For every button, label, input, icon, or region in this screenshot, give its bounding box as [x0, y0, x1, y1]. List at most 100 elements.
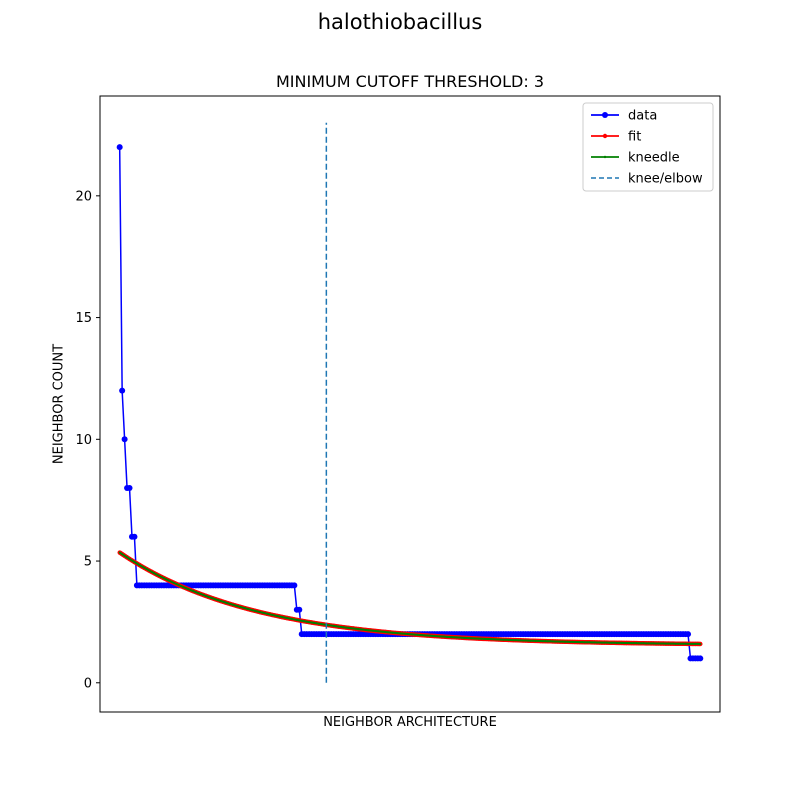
kneedle-series-point: [529, 639, 532, 642]
kneedle-series-point: [650, 642, 653, 645]
kneedle-series-point: [180, 585, 183, 588]
legend-marker: [602, 112, 608, 118]
kneedle-series-point: [544, 640, 547, 643]
kneedle-series-point: [254, 609, 256, 612]
kneedle-series-point: [258, 611, 261, 614]
kneedle-series-point: [532, 639, 535, 642]
kneedle-series-point: [694, 642, 697, 645]
kneedle-series-point: [618, 641, 621, 644]
kneedle-series-point: [190, 589, 193, 592]
kneedle-series-point: [470, 637, 473, 640]
data-series-point: [296, 606, 303, 613]
kneedle-series-point: [514, 639, 517, 642]
kneedle-series-point: [413, 633, 416, 636]
kneedle-series-point: [263, 612, 266, 615]
kneedle-series-point: [170, 580, 173, 583]
kneedle-series-point: [167, 579, 170, 582]
kneedle-series-point: [455, 636, 458, 639]
kneedle-series-point: [273, 614, 276, 617]
kneedle-series-point: [123, 554, 126, 557]
kneedle-series-point: [482, 637, 485, 640]
kneedle-series-point: [276, 614, 279, 617]
kneedle-series-point: [463, 636, 466, 639]
kneedle-series-point: [497, 638, 500, 641]
kneedle-series-point: [300, 619, 303, 622]
data-series-point: [126, 485, 133, 491]
kneedle-series-point: [236, 605, 239, 608]
kneedle-series-point: [362, 628, 365, 631]
kneedle-series-point: [281, 616, 284, 619]
kneedle-series-point: [251, 609, 254, 612]
kneedle-series-point: [290, 617, 293, 620]
kneedle-series-point: [305, 620, 308, 623]
kneedle-series-point: [143, 566, 146, 569]
kneedle-series-point: [406, 632, 409, 635]
kneedle-series-point: [524, 639, 527, 642]
legend: data fit kneedle knee/elbow: [582, 102, 714, 192]
y-tick-label: 5: [84, 555, 92, 570]
kneedle-series-point: [231, 603, 234, 606]
kneedle-series-point: [224, 601, 227, 604]
kneedle-series-point: [655, 642, 658, 645]
data-series-point: [291, 582, 298, 589]
kneedle-series-point: [374, 630, 377, 633]
kneedle-series-point: [404, 632, 407, 635]
kneedle-series-point: [468, 637, 471, 640]
kneedle-series-point: [283, 616, 286, 619]
kneedle-series-point: [507, 638, 510, 641]
kneedle-series-point: [204, 594, 207, 597]
kneedle-series-point: [682, 642, 685, 645]
kneedle-series-point: [652, 642, 655, 645]
kneedle-series-point: [559, 640, 562, 643]
kneedle-series-point: [448, 635, 451, 638]
kneedle-series-point: [379, 630, 382, 633]
kneedle-series-point: [573, 640, 576, 643]
kneedle-series-point: [401, 632, 404, 635]
kneedle-series-point: [677, 642, 680, 645]
kneedle-series-point: [421, 634, 424, 637]
kneedle-series-point: [394, 631, 397, 634]
kneedle-series-point: [431, 634, 434, 637]
kneedle-series-point: [261, 611, 264, 614]
kneedle-series-point: [416, 633, 419, 636]
y-tick-label: 20: [75, 189, 92, 204]
kneedle-series-point: [133, 561, 136, 564]
kneedle-series-point: [138, 563, 141, 566]
kneedle-series-point: [672, 642, 675, 645]
kneedle-series-point: [369, 629, 372, 632]
kneedle-series-point: [485, 637, 488, 640]
data-series-point: [116, 144, 123, 151]
kneedle-series-point: [335, 625, 338, 628]
kneedle-series-point: [684, 642, 687, 645]
kneedle-series-point: [182, 586, 185, 589]
series-layer: [116, 122, 704, 683]
kneedle-series-point: [605, 641, 608, 644]
kneedle-series-point: [561, 640, 564, 643]
legend-marker: [602, 133, 608, 139]
kneedle-series-point: [310, 621, 313, 624]
kneedle-series-point: [214, 598, 217, 601]
kneedle-series-point: [519, 639, 522, 642]
kneedle-series-point: [212, 597, 215, 600]
data-series-line: [118, 147, 701, 660]
kneedle-series-point: [443, 635, 446, 638]
data-series-point: [697, 655, 704, 662]
kneedle-series-point: [662, 642, 665, 645]
kneedle-series-point: [436, 635, 439, 638]
kneedle-series-point: [327, 624, 330, 627]
kneedle-series-point: [637, 642, 640, 645]
kneedle-series-point: [135, 562, 138, 565]
kneedle-series-point: [268, 613, 271, 616]
kneedle-series-point: [202, 593, 205, 596]
legend-box: [582, 102, 714, 192]
kneedle-series-point: [349, 627, 352, 630]
figure-title: halothiobacillus: [317, 10, 483, 34]
kneedle-series-point: [588, 641, 591, 644]
kneedle-series-point: [541, 640, 544, 643]
y-axis: 0 5 10 15 20: [75, 189, 100, 691]
kneedle-series-point: [679, 642, 682, 645]
kneedle-series-point: [396, 632, 399, 635]
kneedle-series-point: [177, 584, 180, 587]
kneedle-series-point: [647, 642, 650, 645]
kneedle-series-point: [347, 626, 350, 629]
